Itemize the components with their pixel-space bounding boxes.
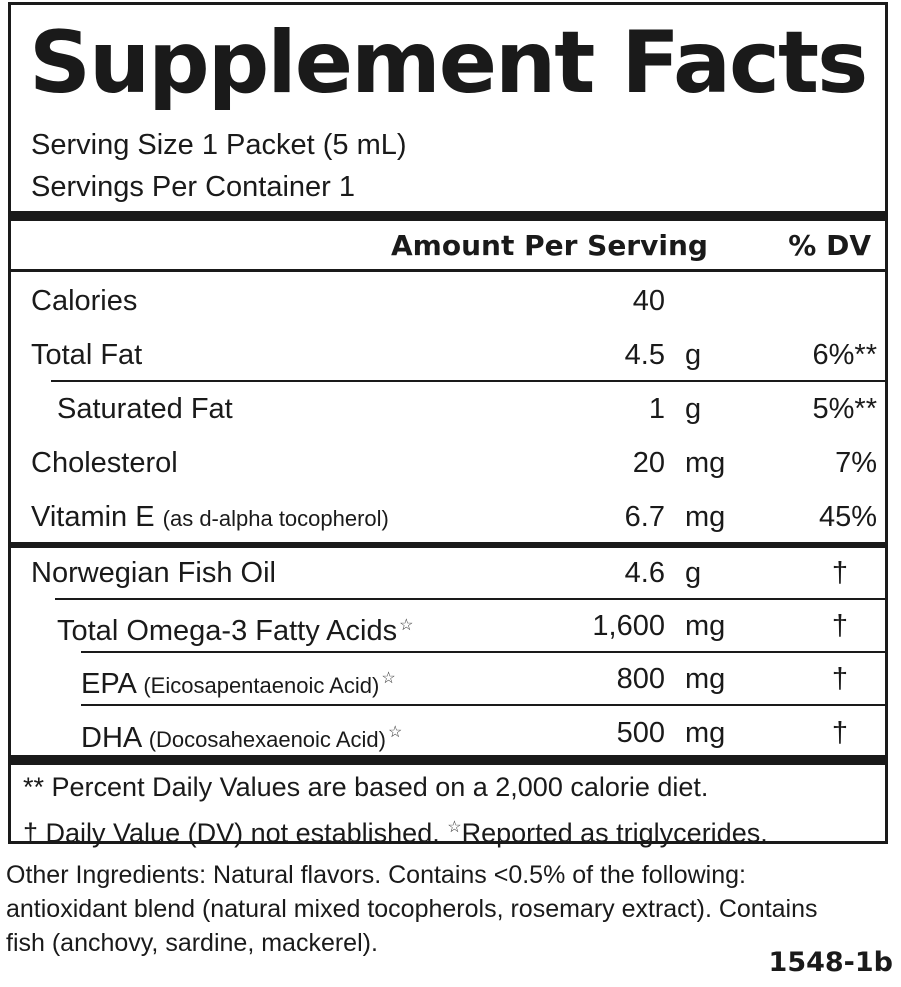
footnote-percent-dv: ** Percent Daily Values are based on a 2… xyxy=(23,772,709,802)
nutrient-name-text: Norwegian Fish Oil xyxy=(31,557,276,589)
nutrient-amount: 500 xyxy=(616,717,665,749)
nutrient-row: EPA (Eicosapentaenoic Acid) ☆ 800 mg † xyxy=(11,651,885,705)
nutrient-name: Total Fat xyxy=(31,337,142,373)
nutrient-daily-value: † xyxy=(831,663,849,695)
thick-rule-middle xyxy=(11,542,885,548)
nutrient-source-note: (as d-alpha tocopherol) xyxy=(162,506,389,531)
nutrient-amount: 40 xyxy=(632,285,665,317)
nutrient-unit: mg xyxy=(685,610,726,642)
nutrient-name: Calories xyxy=(31,283,137,319)
nutrient-row: Saturated Fat 1 g 5%** xyxy=(11,381,885,435)
nutrient-source-note: (Docosahexaenoic Acid) xyxy=(148,727,386,752)
nutrient-unit: g xyxy=(685,557,702,589)
nutrient-name: Total Omega-3 Fatty Acids ☆ xyxy=(57,608,413,649)
nutrient-row: DHA (Docosahexaenoic Acid) ☆ 500 mg † xyxy=(11,705,885,759)
nutrient-name-text: Total Fat xyxy=(31,339,143,371)
footnote-dv-text: † Daily Value (DV) not established. xyxy=(23,818,440,848)
nutrient-amount: 1,600 xyxy=(592,610,665,642)
nutrient-row: Cholesterol 20 mg 7% xyxy=(11,435,885,489)
nutrient-name-text: Total Omega-3 Fatty Acids xyxy=(57,615,398,647)
nutrient-unit: mg xyxy=(685,501,726,533)
nutrient-unit: mg xyxy=(685,717,726,749)
nutrient-name-text: Calories xyxy=(31,285,138,317)
nutrient-daily-value: † xyxy=(831,557,849,589)
nutrient-unit: g xyxy=(685,393,702,425)
row-divider xyxy=(51,380,885,382)
row-divider xyxy=(55,598,885,600)
nutrient-name-text: Vitamin E xyxy=(31,501,155,533)
nutrient-amount: 1 xyxy=(648,393,665,425)
nutrient-daily-value: 7% xyxy=(835,447,877,479)
row-divider xyxy=(81,704,885,706)
other-ingredients-line: antioxidant blend (natural mixed tocophe… xyxy=(6,895,818,923)
nutrient-daily-value: † xyxy=(831,610,849,642)
nutrient-daily-value: † xyxy=(831,717,849,749)
nutrient-name-text: Saturated Fat xyxy=(57,393,233,425)
nutrient-name-text: EPA xyxy=(81,668,136,700)
nutrient-row: Norwegian Fish Oil 4.6 g † xyxy=(11,545,885,599)
row-divider xyxy=(81,651,885,653)
star-icon: ☆ xyxy=(399,617,414,634)
star-icon: ☆ xyxy=(387,724,403,741)
nutrient-amount: 6.7 xyxy=(624,501,665,533)
nutrient-source-note: (Eicosapentaenoic Acid) xyxy=(143,673,380,698)
other-ingredients-line: fish (anchovy, sardine, mackerel). xyxy=(6,929,378,957)
nutrient-name: DHA (Docosahexaenoic Acid) ☆ xyxy=(81,715,402,758)
nutrient-name: Cholesterol xyxy=(31,445,178,481)
nutrient-unit: g xyxy=(685,339,702,371)
header-rule xyxy=(11,269,885,272)
nutrient-name: Saturated Fat xyxy=(57,391,233,427)
nutrient-name: EPA (Eicosapentaenoic Acid) ☆ xyxy=(81,661,396,704)
nutrient-daily-value: 5%** xyxy=(812,393,878,425)
thick-rule-top xyxy=(11,211,885,221)
nutrient-daily-value: 6%** xyxy=(812,339,878,371)
nutrient-row: Total Omega-3 Fatty Acids ☆ 1,600 mg † xyxy=(11,598,885,652)
supplement-facts-panel: Supplement Facts Serving Size 1 Packet (… xyxy=(8,2,888,848)
amount-per-serving-header: Amount Per Serving xyxy=(391,229,708,262)
star-icon: ☆ xyxy=(447,819,462,836)
nutrient-amount: 4.6 xyxy=(624,557,665,589)
nutrient-row: Calories 40 xyxy=(11,273,885,327)
product-code: 1548-1b xyxy=(768,947,893,978)
panel-title: Supplement Facts xyxy=(29,13,868,113)
nutrient-name-text: DHA xyxy=(81,722,141,754)
nutrient-amount: 20 xyxy=(632,447,665,479)
footnote-triglycerides-text: Reported as triglycerides. xyxy=(461,818,768,848)
footnote-dv-not-established: † Daily Value (DV) not established. ☆Rep… xyxy=(23,811,768,850)
serving-size: Serving Size 1 Packet (5 mL) xyxy=(31,129,407,161)
servings-per-container: Servings Per Container 1 xyxy=(31,171,355,203)
thick-rule-bottom xyxy=(11,755,885,765)
nutrient-name: Vitamin E (as d-alpha tocopherol) xyxy=(31,499,389,537)
nutrient-daily-value: 45% xyxy=(818,501,877,533)
nutrient-row: Vitamin E (as d-alpha tocopherol) 6.7 mg 45… xyxy=(11,489,885,543)
nutrient-name-text: Cholesterol xyxy=(31,447,178,479)
dv-header: % DV xyxy=(788,229,871,262)
nutrient-amount: 4.5 xyxy=(624,339,665,371)
other-ingredients-line: Other Ingredients: Natural flavors. Cont… xyxy=(6,861,746,889)
nutrient-amount: 800 xyxy=(616,663,665,695)
nutrient-unit: mg xyxy=(685,447,726,479)
nutrient-row: Total Fat 4.5 g 6%** xyxy=(11,327,885,381)
nutrient-name: Norwegian Fish Oil xyxy=(31,555,276,591)
star-icon: ☆ xyxy=(381,670,396,687)
nutrient-unit: mg xyxy=(685,663,726,695)
other-ingredients: Other Ingredients: Natural flavors. Cont… xyxy=(6,858,896,960)
